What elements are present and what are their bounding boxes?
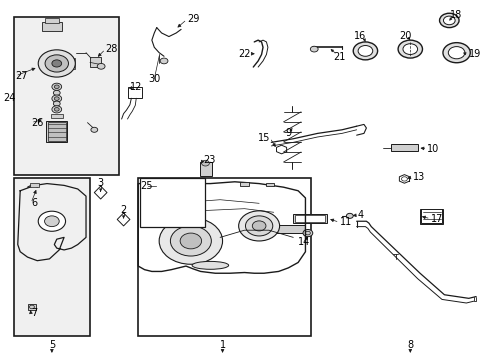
Text: 30: 30 (148, 74, 160, 84)
Circle shape (38, 50, 75, 77)
Text: 15: 15 (257, 133, 269, 143)
Text: 25: 25 (141, 181, 153, 192)
Text: 19: 19 (468, 49, 480, 59)
Circle shape (439, 13, 458, 28)
Text: 2: 2 (120, 205, 126, 215)
Circle shape (91, 127, 98, 132)
Circle shape (402, 44, 417, 54)
Bar (293, 214, 327, 223)
Circle shape (443, 16, 454, 25)
Circle shape (38, 211, 65, 231)
Text: 18: 18 (449, 10, 461, 20)
Bar (271, 225, 305, 233)
Text: 5: 5 (49, 340, 55, 350)
Circle shape (54, 85, 59, 89)
Text: 27: 27 (15, 71, 28, 81)
Bar (27, 304, 36, 310)
Bar (128, 87, 142, 98)
Bar (138, 178, 311, 336)
Bar (295, 215, 325, 222)
Circle shape (97, 63, 105, 69)
Circle shape (442, 42, 469, 63)
Circle shape (165, 191, 186, 207)
Circle shape (52, 83, 61, 90)
Circle shape (252, 221, 265, 231)
Circle shape (168, 209, 183, 220)
Circle shape (303, 229, 312, 237)
Text: 28: 28 (105, 44, 118, 54)
Circle shape (53, 101, 60, 106)
Bar (51, 114, 62, 118)
Text: 17: 17 (430, 214, 442, 224)
Circle shape (180, 233, 201, 249)
Text: 13: 13 (412, 172, 424, 182)
Circle shape (44, 216, 59, 226)
Text: 7: 7 (31, 309, 37, 318)
Circle shape (163, 205, 188, 223)
Circle shape (54, 97, 59, 100)
Circle shape (245, 216, 272, 236)
Bar (266, 183, 273, 186)
Text: 9: 9 (285, 128, 291, 138)
Circle shape (310, 46, 318, 52)
Bar (30, 183, 39, 187)
Circle shape (357, 45, 372, 56)
Bar (44, 18, 59, 23)
Circle shape (52, 60, 61, 67)
Bar (90, 57, 101, 67)
Text: 11: 11 (339, 217, 351, 227)
Circle shape (53, 90, 60, 95)
Text: 29: 29 (186, 14, 199, 24)
Text: 14: 14 (297, 237, 309, 247)
Bar (66, 58, 75, 69)
Circle shape (346, 213, 352, 219)
Text: 16: 16 (354, 31, 366, 41)
Bar (199, 162, 211, 176)
Text: 4: 4 (357, 210, 363, 220)
Circle shape (159, 218, 222, 264)
Ellipse shape (192, 261, 228, 269)
Text: 6: 6 (31, 198, 37, 208)
Circle shape (201, 160, 209, 166)
Circle shape (397, 40, 422, 58)
Circle shape (52, 106, 61, 113)
Circle shape (52, 95, 61, 102)
Text: 23: 23 (203, 155, 215, 165)
Circle shape (54, 108, 59, 111)
Text: 8: 8 (407, 340, 412, 350)
Bar (419, 209, 443, 224)
Text: 26: 26 (31, 118, 43, 128)
Circle shape (160, 58, 167, 64)
Bar (46, 121, 67, 142)
Circle shape (170, 226, 211, 256)
Circle shape (238, 211, 279, 241)
Bar (14, 17, 119, 175)
Text: 20: 20 (398, 31, 411, 41)
Circle shape (447, 46, 464, 59)
Text: 1: 1 (219, 340, 225, 350)
Text: 22: 22 (237, 49, 250, 59)
Text: 3: 3 (98, 178, 103, 188)
Bar (48, 122, 65, 141)
Bar (390, 144, 417, 151)
Circle shape (352, 42, 377, 60)
Text: 12: 12 (130, 82, 142, 92)
Text: 21: 21 (333, 52, 345, 62)
Bar (42, 22, 61, 31)
Text: 10: 10 (427, 144, 439, 154)
Bar (239, 182, 249, 186)
Circle shape (161, 188, 190, 210)
Bar (14, 178, 90, 336)
Circle shape (45, 55, 68, 72)
Text: 24: 24 (3, 93, 16, 103)
Bar (140, 178, 205, 226)
